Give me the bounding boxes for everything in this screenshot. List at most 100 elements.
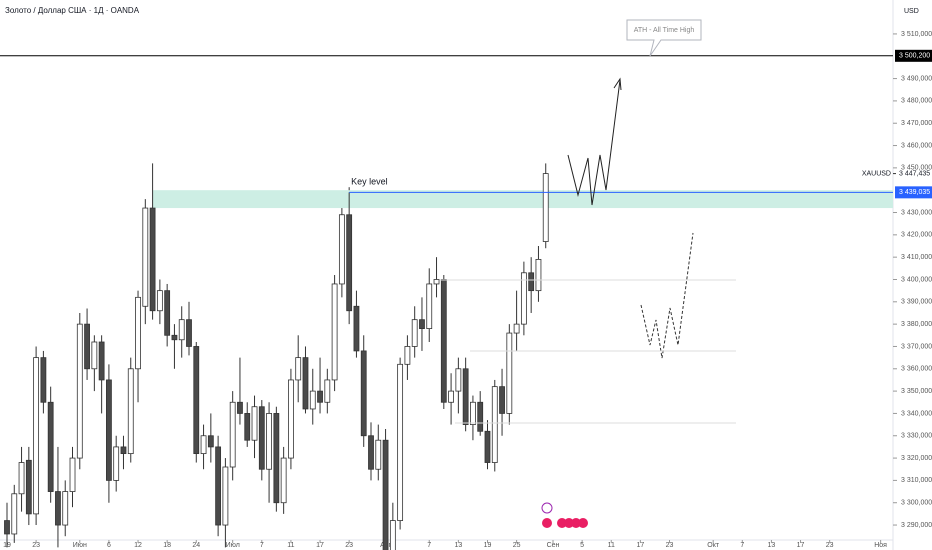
candle-body (222, 466, 229, 526)
y-tick-label: 3 430,000 (901, 209, 932, 216)
candle-body (542, 173, 549, 242)
x-tick-label: 17 (797, 542, 805, 549)
candle-body (164, 290, 171, 336)
candle-body (302, 357, 309, 410)
event-icon[interactable] (571, 518, 581, 528)
symbol-label: XAUUSD (862, 170, 891, 177)
y-tick-label: 3 330,000 (901, 433, 932, 440)
x-tick-label: 12 (134, 542, 142, 549)
x-tick-label: Сен (547, 542, 560, 549)
y-tick-label: 3 480,000 (901, 98, 932, 105)
candle-body (382, 439, 389, 550)
y-tick-label: 3 400,000 (901, 276, 932, 283)
candle-body (273, 413, 280, 504)
x-tick-label: Июн (73, 542, 87, 549)
candle-body (295, 357, 302, 381)
candle-body (91, 341, 98, 370)
x-tick-label: 5 (580, 542, 584, 549)
candle-body (528, 272, 535, 292)
candle-body (491, 386, 498, 463)
candle-body (149, 207, 156, 312)
candle-body (178, 319, 185, 341)
candle-body (346, 214, 353, 312)
candle-body (200, 435, 207, 455)
y-tick-label: 3 380,000 (901, 321, 932, 328)
candle-body (353, 305, 360, 352)
candle-body (40, 357, 47, 403)
x-tick-label: 7 (427, 542, 431, 549)
candle-body (193, 346, 200, 455)
candle-body (535, 258, 542, 292)
candle-body (331, 283, 338, 381)
candle-body (55, 491, 61, 526)
candle-body (76, 323, 83, 459)
candle-body (106, 379, 112, 481)
x-tick-label: 17 (316, 542, 324, 549)
candle-body (375, 439, 382, 470)
candle-body (127, 368, 134, 455)
key-zone-label: Key level (351, 177, 388, 187)
candle-body (411, 319, 418, 347)
y-tick-label: 3 510,000 (901, 31, 932, 38)
ath-note: ATH - All Time High (634, 27, 695, 34)
candle-body (266, 413, 272, 470)
candle-body (448, 390, 454, 403)
x-tick-label: 7 (740, 542, 744, 549)
y-tick-label: 3 310,000 (901, 477, 932, 484)
candle-body (506, 332, 513, 414)
x-tick-label: 11 (608, 542, 615, 549)
y-tick-label: 3 300,000 (901, 500, 932, 507)
event-icon[interactable] (578, 518, 588, 528)
candle-body (317, 390, 323, 403)
y-tick-label: 3 290,000 (901, 522, 932, 529)
candle-body (440, 279, 447, 403)
candle-body (499, 386, 505, 414)
candle-body (171, 334, 178, 341)
candle-body (338, 214, 345, 285)
candle-body (360, 350, 367, 437)
candle-body (520, 272, 527, 325)
candle-body (404, 346, 411, 365)
candle-body (215, 446, 222, 526)
event-icon[interactable] (542, 518, 552, 528)
x-tick-label: 18 (163, 542, 171, 549)
x-tick-label: Июл (226, 542, 240, 549)
y-tick-label: 3 450,000 (901, 165, 932, 172)
candle-body (4, 520, 10, 535)
x-tick-label: 13 (454, 542, 462, 549)
key-zone (152, 190, 893, 209)
arrow-head (613, 77, 622, 91)
ath-price-box (895, 49, 932, 62)
candle-body (84, 323, 90, 370)
candle-body (426, 283, 433, 329)
event-icon[interactable] (557, 518, 567, 528)
candle-body (309, 390, 316, 410)
key-price-box (895, 186, 932, 199)
x-tick-label: 24 (192, 542, 200, 549)
candle-body (120, 446, 127, 455)
currency: USD (904, 8, 919, 15)
candle-body (288, 379, 294, 459)
candle-body (156, 290, 163, 312)
candle-body (397, 363, 404, 521)
candle-body (244, 413, 251, 441)
candle-body (62, 491, 69, 526)
candle-body (69, 457, 76, 492)
ath-price-label: 3 500,200 (899, 53, 930, 60)
x-tick-label: 6 (107, 542, 111, 549)
candle-body (142, 207, 149, 307)
candle-body (419, 319, 425, 329)
event-icon[interactable] (564, 518, 574, 528)
x-tick-label: 17 (636, 542, 644, 549)
x-tick-label: 23 (666, 542, 674, 549)
candle-body (455, 368, 462, 392)
candle-body (207, 435, 214, 448)
candle-body (389, 520, 396, 550)
candle-body (462, 368, 469, 425)
x-tick-label: 23 (32, 542, 40, 549)
event-icon[interactable] (541, 502, 553, 514)
candle-body (280, 457, 287, 504)
y-tick-label: 3 360,000 (901, 366, 932, 373)
